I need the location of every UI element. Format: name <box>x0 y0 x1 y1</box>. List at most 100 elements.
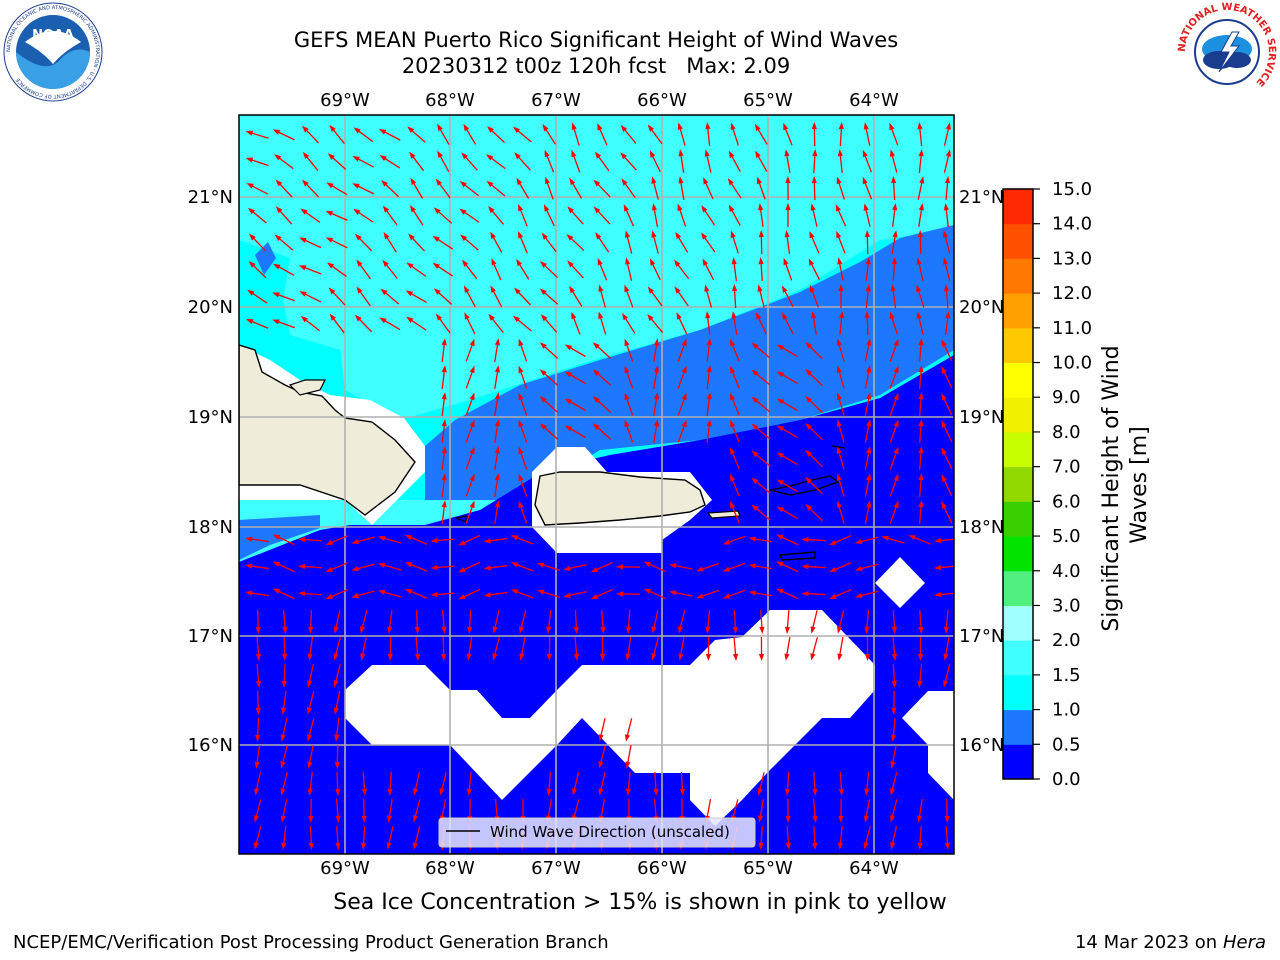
colorbar-segment <box>1003 709 1033 745</box>
wave-direction-arrow <box>829 589 852 600</box>
wave-direction-arrow <box>329 313 345 334</box>
wave-direction-arrow <box>934 537 954 544</box>
wave-direction-arrow <box>335 825 341 850</box>
wave-direction-arrow <box>430 591 455 598</box>
wave-direction-arrow <box>433 207 453 224</box>
vieques-island <box>706 510 741 519</box>
lon-label-top: 66°W <box>637 90 687 111</box>
wave-direction-arrow <box>272 319 296 329</box>
lat-label-right: 17°N <box>959 626 1004 647</box>
wave-direction-arrow <box>758 203 764 227</box>
lat-label-right: 16°N <box>959 735 1004 756</box>
wave-direction-arrow <box>809 284 819 308</box>
colorbar-tick-label: 0.5 <box>1052 734 1081 755</box>
wave-direction-arrow <box>518 500 528 524</box>
wave-field <box>239 115 954 854</box>
wave-direction-arrow <box>836 392 845 416</box>
wave-direction-arrow <box>352 183 375 195</box>
wave-direction-arrow <box>917 663 923 688</box>
wave-direction-arrow <box>730 392 740 416</box>
wave-direction-arrow <box>486 154 506 170</box>
wave-direction-arrow <box>308 825 314 850</box>
wave-direction-arrow <box>864 609 870 634</box>
wave-direction-arrow <box>545 176 554 200</box>
wave-direction-arrow <box>377 562 402 571</box>
wave-direction-arrow <box>811 176 817 201</box>
wave-direction-arrow <box>359 610 368 634</box>
wave-direction-arrow <box>441 446 447 470</box>
wave-direction-arrow <box>380 288 400 305</box>
wave-direction-arrow <box>889 149 898 173</box>
lon-labels-bottom: 69°W 68°W 67°W 66°W 65°W 64°W <box>320 858 899 879</box>
wave-direction-arrow <box>487 126 505 143</box>
wave-direction-arrow <box>728 204 741 226</box>
wave-direction-arrow <box>624 392 634 416</box>
wave-direction-arrow <box>518 446 528 470</box>
wave-direction-arrow <box>651 610 659 634</box>
wave-direction-arrow <box>918 473 924 498</box>
wave-direction-arrow <box>889 392 899 416</box>
wave-direction-arrow <box>300 315 321 332</box>
wave-direction-arrow <box>651 637 659 661</box>
wave-direction-arrow <box>494 500 501 524</box>
tortuga-island <box>288 379 326 396</box>
colorbar-segment <box>1003 327 1033 364</box>
wave-direction-arrow <box>483 564 508 571</box>
wave-direction-arrow <box>918 500 924 525</box>
wave-direction-arrow <box>863 799 871 823</box>
wave-direction-arrow <box>307 771 313 796</box>
wave-direction-arrow <box>569 177 583 199</box>
wave-direction-arrow <box>653 338 660 362</box>
wave-direction-arrow <box>732 636 739 661</box>
wave-direction-arrow <box>625 637 632 661</box>
wave-direction-arrow <box>801 564 826 570</box>
footer-date-text: 14 Mar 2023 on <box>1074 932 1218 953</box>
wave-direction-arrow <box>464 312 476 335</box>
lat-label-right: 19°N <box>959 407 1004 428</box>
wave-direction-arrow <box>249 233 267 252</box>
wave-direction-arrow <box>704 149 712 173</box>
wave-direction-arrow <box>539 288 559 305</box>
wave-direction-arrow <box>516 177 530 199</box>
wave-direction-arrow <box>564 398 586 412</box>
wave-direction-arrow <box>805 368 823 387</box>
wave-direction-arrow <box>624 284 634 308</box>
footer-branch: NCEP/EMC/Verification Post Processing Pr… <box>13 932 609 953</box>
wave-direction-arrow <box>387 799 393 823</box>
wave-direction-arrow <box>653 392 660 416</box>
colorbar-segment <box>1003 293 1033 329</box>
wave-direction-arrow <box>254 772 262 796</box>
wave-direction-arrow <box>335 798 341 823</box>
st-croix-island <box>778 551 816 561</box>
wave-direction-arrow <box>280 745 288 769</box>
wave-direction-arrow <box>624 338 634 362</box>
wave-direction-arrow <box>280 799 288 823</box>
wave-direction-arrow <box>783 257 793 281</box>
wave-direction-arrow <box>863 826 871 850</box>
wave-direction-arrow <box>407 126 426 143</box>
wave-direction-arrow <box>934 564 954 571</box>
wave-direction-arrow <box>651 203 659 227</box>
wave-direction-arrow <box>247 207 267 224</box>
wave-direction-arrow <box>865 284 871 309</box>
wave-direction-arrow <box>272 588 295 600</box>
wave-direction-arrow <box>514 152 531 171</box>
wave-direction-arrow <box>748 590 773 597</box>
wave-direction-arrow <box>755 150 768 172</box>
wave-direction-arrow <box>677 122 686 146</box>
wave-direction-arrow <box>379 317 401 331</box>
contour-island-patch <box>255 242 276 275</box>
wave-direction-arrow <box>361 825 367 850</box>
wave-direction-arrow <box>543 204 555 227</box>
wave-direction-arrow <box>518 338 528 362</box>
wave-direction-arrow <box>862 149 872 173</box>
wave-direction-arrow <box>510 535 534 545</box>
wave-direction-arrow <box>941 393 953 416</box>
wave-direction-arrow <box>281 663 287 688</box>
wave-direction-arrow <box>643 561 666 573</box>
wave-direction-arrow <box>248 260 267 279</box>
colorbar-tick-label: 13.0 <box>1052 248 1092 269</box>
lon-label-bottom: 65°W <box>743 858 793 879</box>
wave-direction-arrow <box>728 150 741 172</box>
wave-direction-arrow <box>751 477 771 494</box>
